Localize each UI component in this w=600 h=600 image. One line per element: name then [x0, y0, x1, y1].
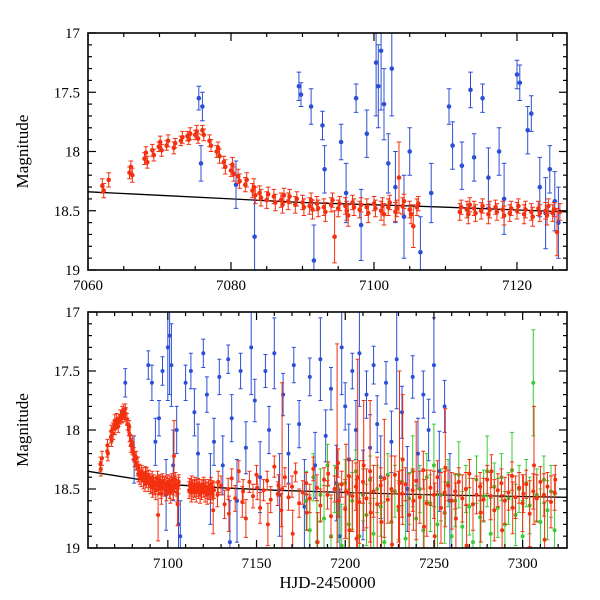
blue-series: [196, 33, 561, 270]
x-tick-label: 7300: [508, 556, 538, 572]
x-tick-label: 7150: [242, 556, 272, 572]
y-tick-label: 19: [65, 263, 80, 279]
red-series: [98, 343, 558, 548]
x-tick-label: 7080: [216, 278, 246, 294]
y-tick-label: 17: [65, 26, 81, 42]
x-tick-label: 7100: [153, 556, 183, 572]
axis-ticks: [87, 32, 567, 271]
y-tick-label: 17.5: [54, 364, 80, 380]
x-tick-label: 7120: [502, 278, 532, 294]
panel-frame: [87, 311, 568, 549]
blue-error-bars: [196, 33, 561, 270]
y-tick-label: 17: [65, 305, 81, 321]
blue-series: [123, 312, 452, 548]
y-axis-label: Magnitude: [13, 393, 32, 467]
x-axis-label: HJD-2450000: [279, 573, 375, 592]
x-tick-label: 7200: [330, 556, 360, 572]
y-tick-label: 18.5: [54, 204, 80, 220]
x-tick-label: 7060: [73, 278, 103, 294]
y-tick-label: 18: [65, 423, 80, 439]
y-tick-label: 19: [65, 541, 80, 557]
top-panel: 7060 7080 7100 7120 17 17.5 18 18.5 19 Magnitude: [13, 26, 568, 294]
bottom-panel: 7100 7150 7200 7250 7300 17 17.5 18 18.5 19 Magnit…: [13, 305, 568, 592]
red-error-bars: [100, 124, 563, 264]
x-tick-label: 7250: [419, 556, 449, 572]
y-axis-label: Magnitude: [13, 115, 32, 189]
axis-ticks: [88, 311, 567, 549]
red-series: [100, 124, 563, 264]
y-tick-label: 18: [65, 145, 80, 161]
x-tick-label: 7100: [359, 278, 389, 294]
y-tick-label: 18.5: [54, 482, 80, 498]
y-tick-label: 17.5: [54, 85, 80, 101]
